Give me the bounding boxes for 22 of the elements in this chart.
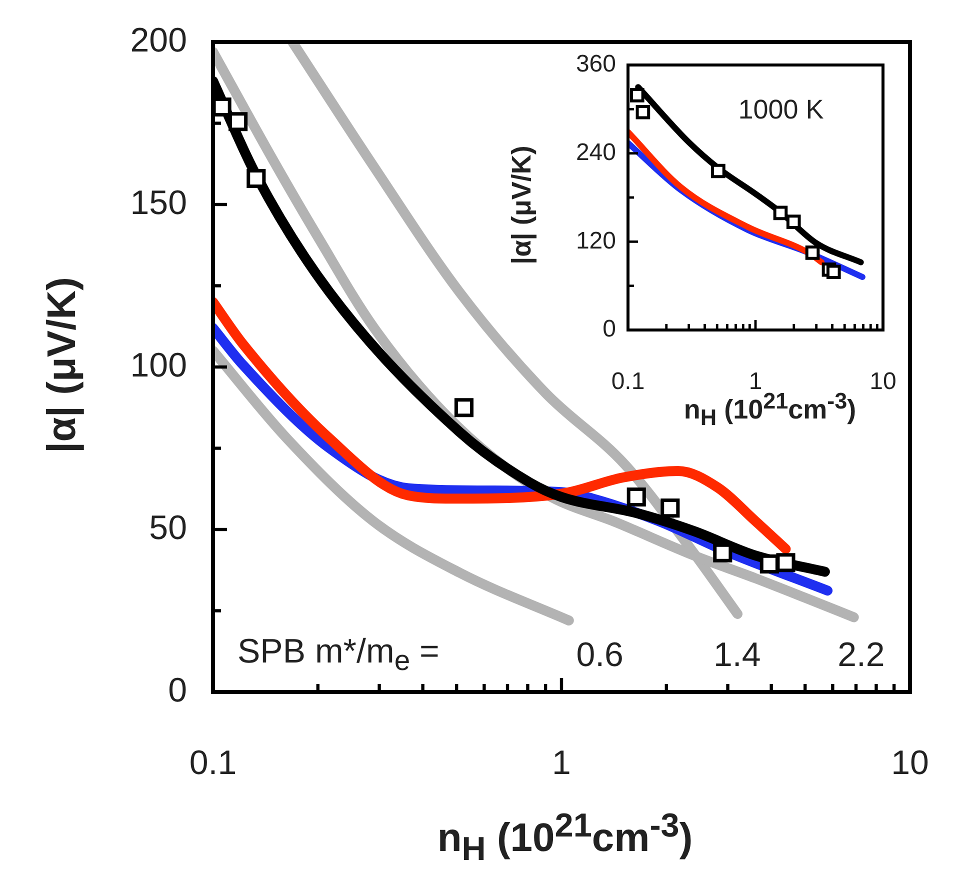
x-tick-label: 1 [552, 744, 571, 782]
x-tick-label: 0.1 [189, 744, 237, 782]
y-tick-label: 0 [168, 671, 187, 710]
y-tick-label: 0 [602, 316, 616, 343]
y-tick-label: 120 [576, 227, 616, 254]
y-axis-title: |α| (μV/K) [506, 146, 536, 264]
x-tick-label: 10 [891, 744, 929, 782]
x-tick-label: 10 [870, 368, 896, 396]
y-tick-label: 200 [130, 21, 187, 60]
y-tick-label: 240 [576, 138, 616, 166]
y-tick-label: 360 [576, 50, 616, 78]
y-tick-label: 50 [149, 508, 187, 547]
y-tick-label: 150 [130, 184, 187, 222]
annotation: SPB m*/m$_{e}$ = [238, 632, 440, 678]
x-axis-title: n$_{H}$ (10$^{21}$cm$^{-3}$) [437, 808, 693, 868]
y-axis-title: |α| (μV/K) [40, 277, 84, 453]
x-tick-label: 0.1 [611, 368, 645, 396]
y-tick-label: 100 [130, 346, 187, 384]
annotation: 1.4 [714, 636, 761, 674]
annotation: 2.2 [838, 636, 885, 674]
annotation: 0.6 [576, 636, 624, 674]
annotation: 1000 K [738, 94, 824, 125]
